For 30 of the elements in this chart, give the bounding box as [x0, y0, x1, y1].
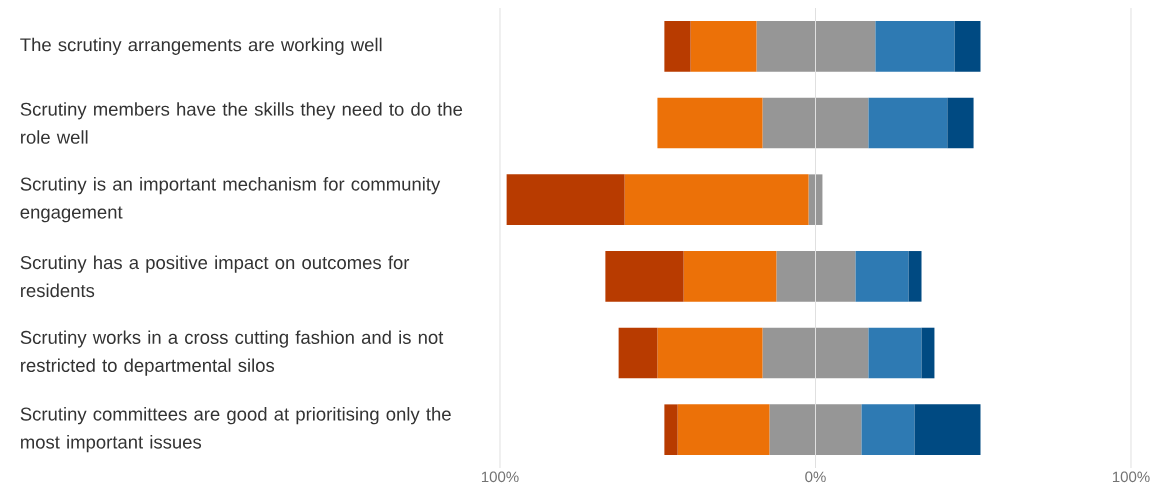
- bar: [618, 327, 658, 379]
- bar: [664, 404, 678, 455]
- bar: [657, 327, 763, 379]
- bar: [861, 404, 915, 455]
- x-tick-label: 0%: [805, 471, 826, 483]
- bar: [605, 251, 684, 302]
- y-tick-label: The scrutiny arrangements are working well: [20, 37, 382, 55]
- bar: [868, 97, 948, 149]
- bar: [914, 404, 981, 455]
- bar: [855, 251, 909, 302]
- bar: [624, 174, 809, 225]
- bar: [875, 21, 955, 72]
- y-tick-label: Scrutiny has a positive impact on outcomes for residents: [20, 255, 410, 298]
- bar: [664, 21, 691, 72]
- y-tick-label: Scrutiny committees are good at prioritising only the most important issues: [20, 407, 451, 453]
- bar: [677, 404, 770, 455]
- y-tick-label: Scrutiny works in a cross cutting fashion and is not restricted to departmental silos: [20, 330, 444, 376]
- y-tick-label: Scrutiny members have the skills they need to do the role well: [20, 102, 463, 144]
- bar: [908, 251, 922, 302]
- bar: [657, 97, 763, 149]
- bar: [954, 21, 981, 72]
- y-tick-label: Scrutiny is an important mechanism for community engagement: [20, 177, 441, 223]
- bar: [868, 327, 922, 379]
- x-tick-label: 100%: [481, 471, 519, 483]
- bar: [690, 21, 757, 72]
- bar: [683, 251, 777, 302]
- bar: [506, 174, 625, 225]
- x-tick-label: 100%: [1112, 471, 1150, 483]
- bar: [921, 327, 935, 379]
- bar: [947, 97, 974, 149]
